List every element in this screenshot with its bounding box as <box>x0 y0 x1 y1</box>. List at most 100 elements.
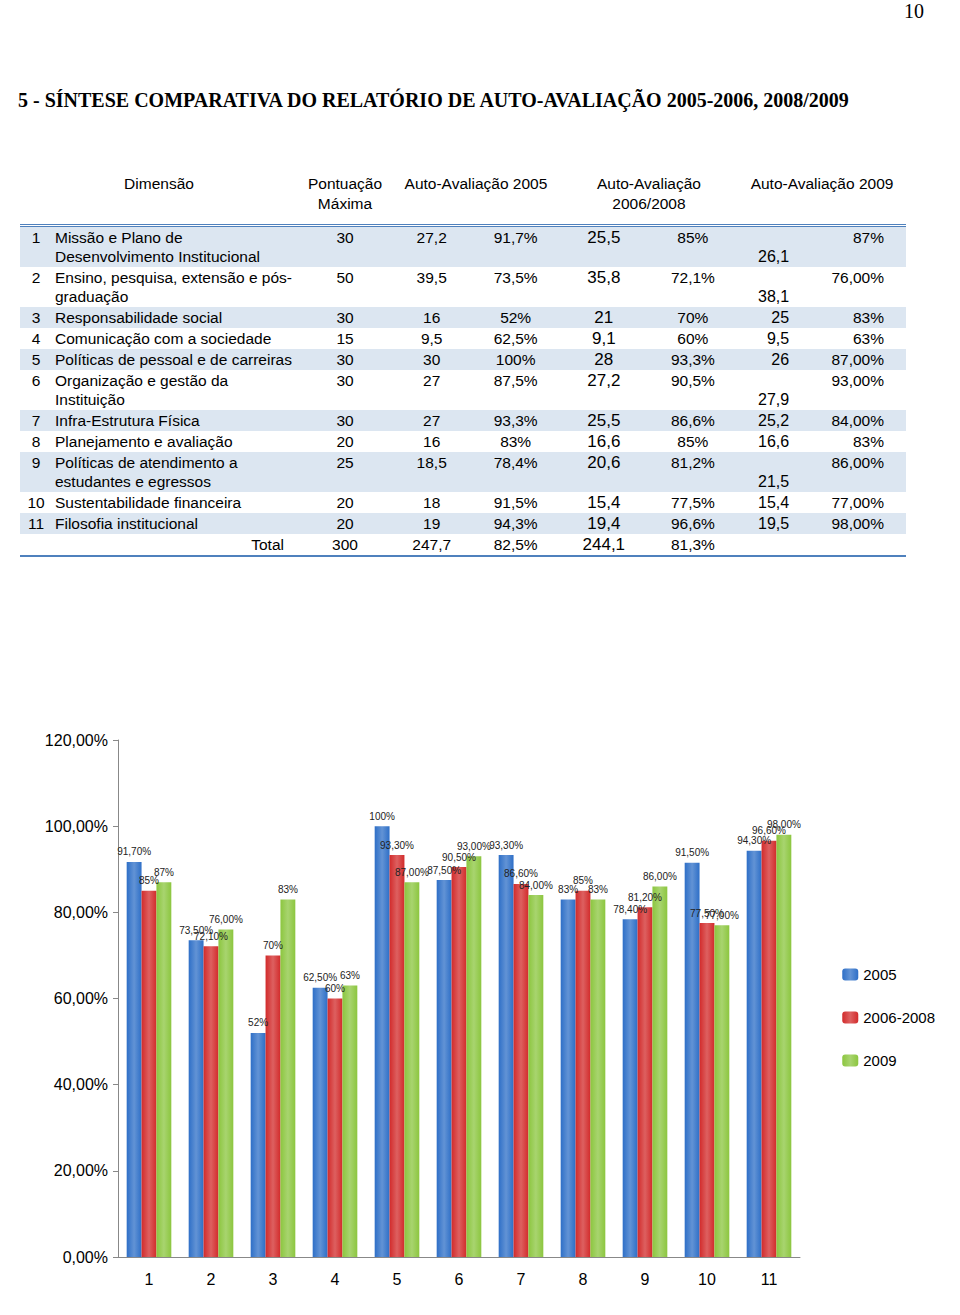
html-text:50: 50 <box>336 269 354 286</box>
html-text:9,1: 9,1 <box>592 329 616 348</box>
svg-text:2009: 2009 <box>863 1052 896 1069</box>
svg-text:93,30%: 93,30% <box>380 840 414 851</box>
svg-text:76,00%: 76,00% <box>209 914 243 925</box>
html-text:Auto-Avaliação 2009: Auto-Avaliação 2009 <box>750 175 894 192</box>
svg-text:4: 4 <box>331 1271 340 1288</box>
html-text:27,2: 27,2 <box>416 229 447 246</box>
html-text:30: 30 <box>336 309 354 326</box>
svg-text:91,50%: 91,50% <box>675 847 709 858</box>
svg-text:120,00%: 120,00% <box>45 732 108 749</box>
html-text:15: 15 <box>336 330 354 347</box>
html-text:10: 10 <box>904 0 924 22</box>
html-text:76,00%: 76,00% <box>831 269 884 286</box>
svg-text:98,00%: 98,00% <box>767 819 801 830</box>
html-text:Organização e gestão da Instit: Organização e gestão da Instituição <box>55 372 229 408</box>
svg-text:78,40%: 78,40% <box>613 904 647 915</box>
svg-text:86,00%: 86,00% <box>643 871 677 882</box>
html-text:21: 21 <box>594 308 614 327</box>
html-text:60%: 60% <box>677 330 709 347</box>
svg-text:84,00%: 84,00% <box>519 880 553 891</box>
html-text:70%: 70% <box>677 309 709 326</box>
html-text:91,7%: 91,7% <box>493 229 538 246</box>
svg-text:87%: 87% <box>154 867 174 878</box>
html-text:15,4: 15,4 <box>587 493 621 512</box>
html-text:Responsabilidade social: Responsabilidade social <box>55 309 223 326</box>
svg-text:20,00%: 20,00% <box>54 1162 108 1179</box>
svg-text:8: 8 <box>579 1271 588 1288</box>
html-text:85%: 85% <box>677 229 709 246</box>
html-text:39,5: 39,5 <box>416 269 447 286</box>
html-text:73,5%: 73,5% <box>493 269 538 286</box>
svg-text:2005: 2005 <box>863 966 896 983</box>
html-text:63%: 63% <box>853 330 884 347</box>
svg-text:52%: 52% <box>248 1017 268 1028</box>
html-text:Pontuação Máxima: Pontuação Máxima <box>307 175 383 212</box>
svg-text:40,00%: 40,00% <box>54 1076 108 1093</box>
svg-text:83%: 83% <box>278 884 298 895</box>
svg-text:11: 11 <box>761 1271 778 1288</box>
svg-text:0,00%: 0,00% <box>63 1249 108 1266</box>
html-text:Auto-Avaliação 2005: Auto-Avaliação 2005 <box>404 175 548 192</box>
svg-text:93,30%: 93,30% <box>489 840 523 851</box>
html-text:244,1: 244,1 <box>582 535 626 554</box>
svg-text:100,00%: 100,00% <box>45 818 108 835</box>
svg-text:63%: 63% <box>340 970 360 981</box>
html-text:25: 25 <box>771 309 790 326</box>
svg-text:87,50%: 87,50% <box>427 865 461 876</box>
html-text:19,4: 19,4 <box>587 514 621 533</box>
svg-text:93,00%: 93,00% <box>457 841 491 852</box>
html-text:28: 28 <box>594 350 614 369</box>
html-text:35,8: 35,8 <box>587 268 621 287</box>
svg-text:6: 6 <box>455 1271 464 1288</box>
svg-text:3: 3 <box>269 1271 278 1288</box>
svg-text:2: 2 <box>207 1271 216 1288</box>
html-text:16: 16 <box>423 309 441 326</box>
svg-text:2006-2008: 2006-2008 <box>863 1009 935 1026</box>
html-text:30: 30 <box>336 351 354 368</box>
html-text:Políticas de pessoal e de carr: Políticas de pessoal e de carreiras <box>55 351 292 368</box>
svg-text:9: 9 <box>641 1271 650 1288</box>
html-text:52%: 52% <box>500 309 532 326</box>
html-text:27,2: 27,2 <box>587 371 621 390</box>
html-text:9,5: 9,5 <box>766 330 790 347</box>
svg-text:80,00%: 80,00% <box>54 904 108 921</box>
svg-text:10: 10 <box>698 1271 716 1288</box>
svg-text:77,00%: 77,00% <box>705 910 739 921</box>
html-text:9,5: 9,5 <box>420 330 443 347</box>
svg-text:7: 7 <box>517 1271 526 1288</box>
svg-text:100%: 100% <box>369 811 395 822</box>
svg-text:60%: 60% <box>325 983 345 994</box>
svg-text:72,10%: 72,10% <box>194 931 228 942</box>
html-text:5 - SÍNTESE COMPARATIVA DO REL: 5 - SÍNTESE COMPARATIVA DO RELATÓRIO DE … <box>18 89 849 111</box>
html-text:38,1: 38,1 <box>758 288 790 305</box>
html-text:30: 30 <box>336 229 354 246</box>
html-text:25,5: 25,5 <box>587 228 621 247</box>
svg-text:86,60%: 86,60% <box>504 868 538 879</box>
svg-text:87,00%: 87,00% <box>395 867 429 878</box>
svg-text:81,20%: 81,20% <box>628 892 662 903</box>
svg-text:91,70%: 91,70% <box>117 846 151 857</box>
html-text:Comunicação com a sociedade: Comunicação com a sociedade <box>55 330 272 347</box>
html-text:Ensino, pesquisa, extensão e p: Ensino, pesquisa, extensão e pós-graduaç… <box>55 269 292 305</box>
html-text:16,6: 16,6 <box>587 432 621 451</box>
html-text:87%: 87% <box>853 229 884 246</box>
html-text:Políticas de atendimento a est: Políticas de atendimento a estudantes e … <box>55 454 238 490</box>
html-text:30: 30 <box>423 351 441 368</box>
html-text:72,1%: 72,1% <box>670 269 715 286</box>
svg-text:94,30%: 94,30% <box>737 835 771 846</box>
html-text:62,5%: 62,5% <box>493 330 538 347</box>
svg-text:83%: 83% <box>588 884 608 895</box>
html-text:26,1: 26,1 <box>758 248 790 265</box>
svg-text:70%: 70% <box>263 940 283 951</box>
html-text:25,5: 25,5 <box>587 411 621 430</box>
svg-text:5: 5 <box>393 1271 402 1288</box>
html-text:83%: 83% <box>853 309 884 326</box>
html-text:20,6: 20,6 <box>587 453 621 472</box>
svg-text:1: 1 <box>145 1271 154 1288</box>
svg-text:90,50%: 90,50% <box>442 852 476 863</box>
html-text:Auto-Avaliação 2006/2008: Auto-Avaliação 2006/2008 <box>597 175 701 212</box>
html-text:Dimensão: Dimensão <box>124 175 194 192</box>
html-text:Missão e Plano de Desenvolvime: Missão e Plano de Desenvolvimento Instit… <box>55 229 261 265</box>
svg-text:62,50%: 62,50% <box>303 972 337 983</box>
svg-text:60,00%: 60,00% <box>54 990 108 1007</box>
